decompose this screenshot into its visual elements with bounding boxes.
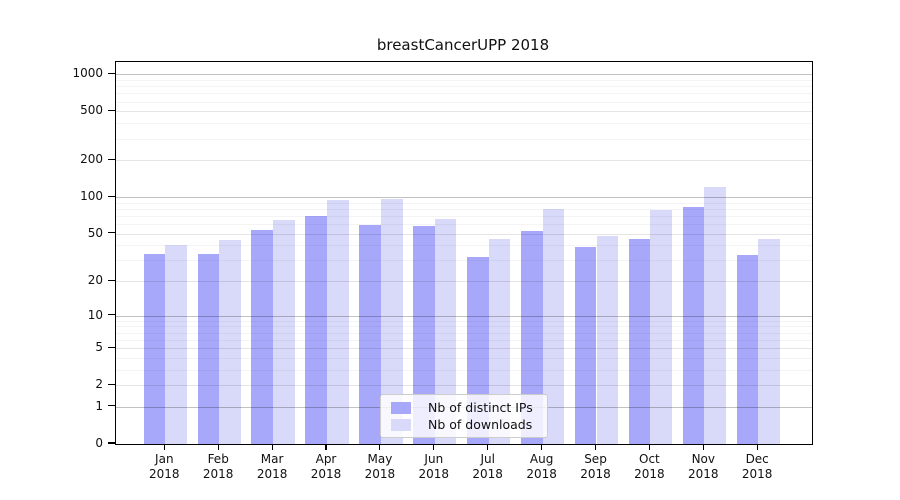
bar-distinct-ips-sep (574, 246, 597, 444)
chart-title: breastCancerUPP 2018 (376, 36, 550, 54)
bar-downloads-jul (488, 239, 511, 444)
y-tick-label-1000: 1000 (72, 66, 103, 81)
bar-distinct-ips-may (359, 225, 381, 444)
y-tick-label-200: 200 (80, 152, 103, 167)
x-tick-year-label-mar: 2018 (256, 467, 288, 481)
bar-downloads-feb (219, 240, 241, 444)
y-tick-5 (108, 346, 115, 348)
x-tick-month-label-oct: Oct (639, 452, 660, 466)
x-tick-sep (594, 444, 597, 450)
y-tick-label-5: 5 (95, 340, 103, 355)
x-tick-year-label-may: 2018 (364, 467, 396, 481)
x-tick-year-label-jun: 2018 (418, 467, 450, 481)
x-tick-year-label-apr: 2018 (310, 467, 342, 481)
x-tick-jul (487, 444, 489, 450)
x-tick-year-label-jul: 2018 (472, 467, 503, 481)
y-tick-label-1: 1 (95, 398, 103, 413)
y-tick-500 (108, 109, 115, 111)
legend-swatch-downloads (391, 418, 411, 431)
y-tick-0 (108, 442, 115, 444)
bar-distinct-ips-oct (628, 239, 651, 444)
bar-distinct-ips-jan (143, 253, 166, 444)
y-tick-20 (108, 279, 115, 281)
x-tick-jan (163, 444, 165, 450)
x-tick-month-label-jul: Jul (480, 452, 495, 466)
x-tick-may (379, 444, 381, 450)
legend-label-downloads: Nb of downloads (428, 417, 533, 432)
x-tick-oct (648, 444, 650, 450)
x-tick-year-label-jan: 2018 (149, 467, 180, 481)
bar-distinct-ips-aug (520, 230, 543, 444)
x-tick-jun (433, 444, 435, 450)
x-tick-month-label-feb: Feb (207, 452, 229, 466)
x-tick-feb (217, 444, 219, 450)
bar-downloads-may (380, 198, 403, 444)
x-tick-mar (271, 444, 273, 450)
x-tick-month-label-jan: Jan (155, 452, 174, 466)
x-tick-month-label-dec: Dec (745, 452, 769, 466)
y-tick-1 (108, 405, 115, 407)
x-tick-aug (541, 444, 543, 450)
bar-downloads-aug (542, 208, 565, 444)
bar-distinct-ips-jun (413, 225, 435, 444)
bar-distinct-ips-apr (305, 215, 327, 444)
x-tick-month-label-apr: Apr (315, 452, 337, 466)
y-tick-2 (108, 383, 115, 385)
plot-area: Nb of distinct IPs Nb of downloads (115, 61, 813, 445)
y-tick-label-100: 100 (80, 189, 103, 204)
bar-distinct-ips-mar (251, 229, 274, 444)
bar-downloads-jun (434, 219, 457, 444)
bar-downloads-oct (650, 210, 673, 444)
bar-downloads-mar (273, 219, 295, 444)
x-tick-month-label-sep: Sep (584, 452, 607, 466)
bar-distinct-ips-feb (197, 253, 220, 444)
x-tick-year-label-oct: 2018 (634, 467, 665, 481)
y-tick-1000 (108, 72, 115, 74)
bar-downloads-sep (596, 235, 619, 444)
y-tick-200 (108, 158, 115, 160)
bar-distinct-ips-nov (682, 207, 705, 444)
x-tick-month-label-aug: Aug (529, 452, 554, 466)
x-tick-year-label-aug: 2018 (526, 467, 557, 481)
y-tick-label-10: 10 (87, 307, 103, 322)
x-tick-apr (325, 444, 327, 450)
y-tick-10 (108, 314, 115, 316)
bar-downloads-dec (758, 239, 780, 444)
x-tick-month-label-nov: Nov (691, 452, 715, 466)
y-tick-label-50: 50 (87, 225, 103, 240)
bar-downloads-apr (327, 199, 349, 444)
bar-distinct-ips-dec (736, 255, 759, 444)
legend: Nb of distinct IPs Nb of downloads (380, 394, 548, 438)
x-tick-year-label-nov: 2018 (688, 467, 719, 481)
legend-row-downloads: Nb of downloads (391, 417, 537, 432)
x-tick-month-label-jun: Jun (424, 452, 444, 466)
x-tick-nov (702, 444, 704, 450)
y-tick-100 (108, 195, 115, 197)
x-tick-dec (756, 444, 758, 450)
x-tick-month-label-mar: Mar (260, 452, 284, 466)
bar-downloads-jan (165, 245, 187, 444)
legend-label-distinct-ips: Nb of distinct IPs (428, 400, 533, 415)
x-tick-year-label-sep: 2018 (580, 467, 611, 481)
y-tick-label-20: 20 (87, 273, 103, 288)
y-tick-50 (108, 232, 115, 234)
y-tick-label-2: 2 (95, 377, 103, 392)
y-tick-label-500: 500 (80, 103, 103, 118)
x-tick-year-label-dec: 2018 (741, 467, 773, 481)
bars-layer (116, 62, 812, 444)
legend-swatch-distinct-ips (391, 401, 411, 414)
bar-downloads-nov (704, 187, 726, 444)
x-tick-year-label-feb: 2018 (202, 467, 234, 481)
y-tick-label-0: 0 (95, 436, 103, 450)
legend-row-distinct-ips: Nb of distinct IPs (391, 400, 537, 415)
x-tick-month-label-may: May (367, 452, 393, 466)
